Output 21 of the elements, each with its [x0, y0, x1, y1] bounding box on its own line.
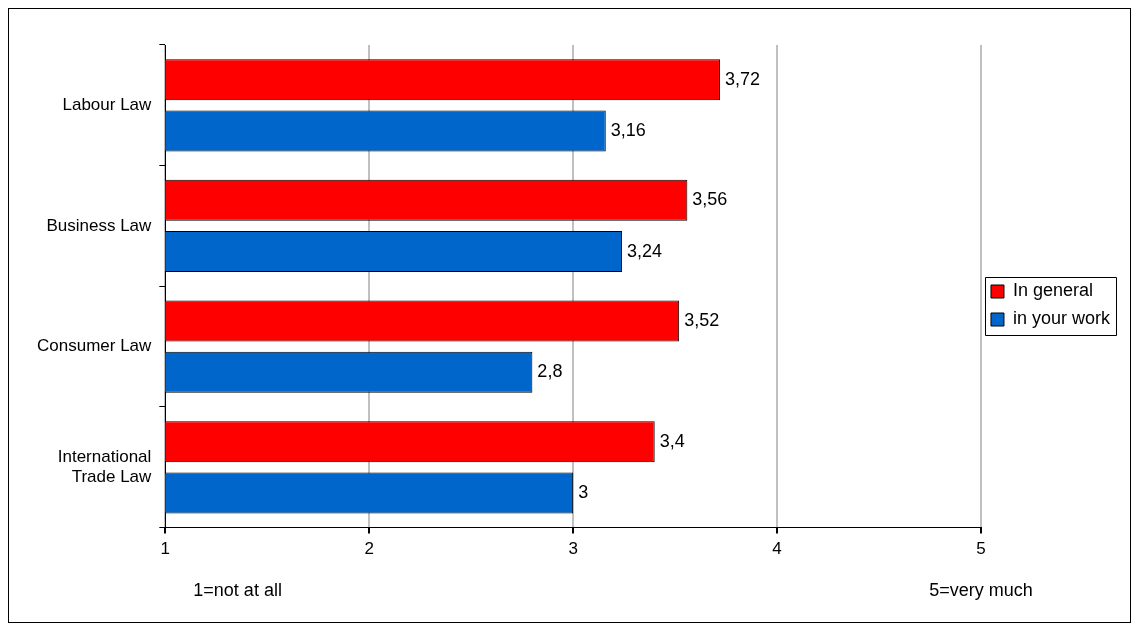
data-label: 2,8 — [537, 361, 563, 382]
data-label: 3,56 — [692, 189, 728, 210]
text: 1=not at all — [193, 580, 282, 600]
y-tick-label: International Trade Law — [57, 446, 153, 487]
legend-label: In general — [1012, 280, 1094, 301]
data-label: 3,16 — [610, 119, 646, 140]
text: 5=very much — [929, 580, 1033, 600]
data-label: 3,72 — [724, 68, 761, 89]
y-tick-label: Labour Law — [62, 95, 153, 115]
data-label: 3,24 — [627, 240, 663, 261]
y-tick-label: Consumer Law — [37, 336, 153, 356]
legend-label: in your work — [1012, 308, 1111, 329]
y-tick-label: Business Law — [46, 215, 153, 235]
data-label: 3,52 — [684, 309, 720, 330]
x-tick-label: 4 — [772, 539, 782, 559]
x-tick-label: 1 — [160, 539, 171, 559]
x-tick-label: 2 — [364, 539, 374, 559]
x-tick-label: 3 — [568, 539, 578, 559]
data-label: 3,4 — [659, 430, 685, 451]
x-tick-label: 5 — [976, 539, 986, 559]
data-label: 3 — [578, 481, 589, 502]
